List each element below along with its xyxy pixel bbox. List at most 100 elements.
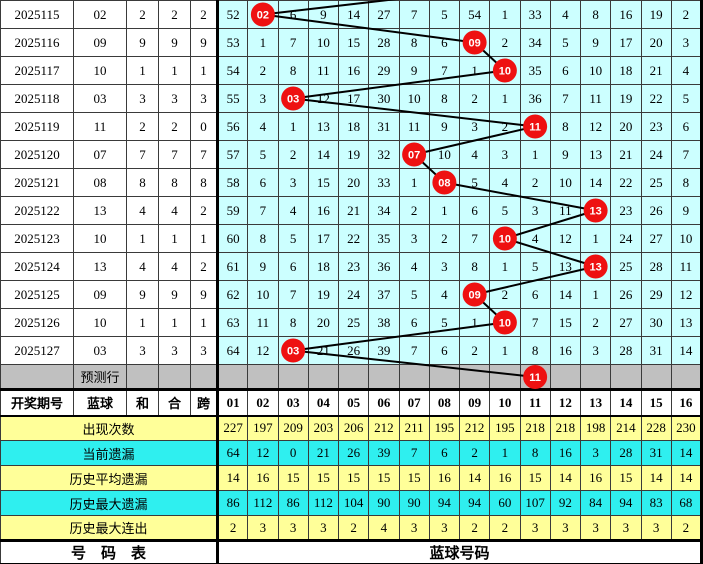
miss-count-cell: 28: [368, 28, 400, 57]
stat-value: 3: [640, 515, 672, 541]
stat-value: 14: [549, 465, 582, 491]
stat-value: 14: [640, 465, 672, 491]
miss-count-cell: 19: [610, 84, 642, 113]
miss-count-cell: 3: [579, 336, 612, 365]
period-number: 2025116: [0, 28, 74, 57]
miss-count-cell: 2: [458, 84, 491, 113]
miss-count-cell: 25: [610, 252, 642, 281]
miss-count-cell: 13: [307, 112, 340, 141]
stat-value: 212: [368, 415, 400, 441]
miss-count-cell: 2: [247, 56, 279, 85]
pred-grid-cell: [398, 364, 430, 390]
miss-count-cell: 7: [277, 280, 309, 309]
blue-ball-value: 13: [73, 196, 127, 225]
miss-count-cell: [579, 252, 612, 281]
stat-row: 当前遗漏 64 12 0 21 26 39 7 6 2 1 8 16 3 28 31 14: [0, 440, 703, 466]
miss-count-cell: 10: [670, 224, 703, 253]
miss-count-cell: 12: [579, 112, 612, 141]
miss-count-cell: 6: [277, 0, 309, 29]
hewei-value: 3: [158, 336, 191, 365]
miss-count-cell: 28: [640, 252, 672, 281]
kua-value: 1: [190, 56, 219, 85]
miss-count-cell: 21: [307, 336, 340, 365]
miss-count-cell: 26: [610, 280, 642, 309]
hewei-value: 3: [158, 84, 191, 113]
miss-count-cell: 12: [670, 280, 703, 309]
kua-value: 3: [190, 84, 219, 113]
sum-value: 4: [126, 252, 159, 281]
miss-count-cell: 6: [519, 280, 551, 309]
miss-count-cell: 10: [247, 280, 279, 309]
miss-count-cell: 1: [489, 336, 521, 365]
miss-count-cell: 35: [519, 56, 551, 85]
miss-count-cell: 33: [519, 0, 551, 29]
kua-value: 3: [190, 336, 219, 365]
period-row: 2025119 11 2 2 0 56 4 1 13 18 31 11 9 3 2 8 12 20 23 6: [0, 112, 703, 141]
blue-ball-value: 10: [73, 224, 127, 253]
stat-value: 7: [398, 440, 430, 466]
period-row: 2025117 10 1 1 1 54 2 8 11 16 29 9 7 1 35 6 10 18 21 4: [0, 56, 703, 85]
miss-count-cell: 25: [640, 168, 672, 197]
header-period: 开奖期号: [0, 388, 74, 417]
miss-count-cell: 2: [428, 224, 461, 253]
stat-value: 3: [398, 515, 430, 541]
miss-count-cell: [458, 28, 491, 57]
hewei-value: 1: [158, 308, 191, 337]
column-header: 03: [277, 388, 309, 417]
period-row: 2025125 09 9 9 9 62 10 7 19 24 37 5 4 2 6 14 1 26 29 12: [0, 280, 703, 309]
stat-value: 60: [489, 490, 521, 516]
miss-count-cell: 37: [368, 280, 400, 309]
miss-count-cell: [398, 140, 430, 169]
miss-count-cell: 61: [216, 252, 249, 281]
miss-count-cell: 58: [216, 168, 249, 197]
stat-value: 0: [277, 440, 309, 466]
miss-count-cell: 9: [579, 28, 612, 57]
miss-count-cell: 5: [398, 280, 430, 309]
miss-count-cell: 4: [489, 168, 521, 197]
stat-value: 16: [549, 440, 582, 466]
sum-value: 2: [126, 112, 159, 141]
miss-count-cell: 13: [670, 308, 703, 337]
header-hewei: 合: [158, 388, 191, 417]
miss-count-cell: 2: [579, 308, 612, 337]
miss-count-cell: 26: [640, 196, 672, 225]
miss-count-cell: 1: [458, 56, 491, 85]
kua-value: 1: [190, 224, 219, 253]
stat-value: 212: [458, 415, 491, 441]
miss-count-cell: 5: [670, 84, 703, 113]
miss-count-cell: 3: [277, 168, 309, 197]
stat-value: 3: [579, 440, 612, 466]
stat-label: 历史平均遗漏: [0, 465, 219, 491]
miss-count-cell: 35: [368, 224, 400, 253]
stat-value: 8: [519, 440, 551, 466]
stat-value: 3: [579, 515, 612, 541]
miss-count-cell: [489, 224, 521, 253]
header-kua: 跨: [190, 388, 219, 417]
stat-value: 195: [489, 415, 521, 441]
kua-value: 8: [190, 168, 219, 197]
sum-value: 8: [126, 168, 159, 197]
miss-count-cell: 17: [610, 28, 642, 57]
stat-value: 3: [549, 515, 582, 541]
miss-count-cell: [277, 336, 309, 365]
miss-count-cell: 57: [216, 140, 249, 169]
miss-count-cell: 2: [489, 280, 521, 309]
miss-count-cell: 2: [489, 28, 521, 57]
kua-value: 9: [190, 280, 219, 309]
miss-count-cell: 3: [519, 196, 551, 225]
miss-count-cell: 19: [640, 0, 672, 29]
stat-row: 出现次数 227 197 209 203 206 212 211 195 212 195 218 218…: [0, 415, 703, 441]
stat-value: 16: [489, 465, 521, 491]
kua-value: 2: [190, 252, 219, 281]
hewei-value: 9: [158, 280, 191, 309]
miss-count-cell: 30: [368, 84, 400, 113]
pred-empty-period: [0, 364, 74, 390]
miss-count-cell: 5: [489, 196, 521, 225]
miss-count-cell: 34: [368, 196, 400, 225]
miss-count-cell: 6: [670, 112, 703, 141]
blue-ball-value: 09: [73, 280, 127, 309]
miss-count-cell: 7: [670, 140, 703, 169]
miss-count-cell: 2: [519, 168, 551, 197]
stat-value: 195: [428, 415, 461, 441]
miss-count-cell: 22: [640, 84, 672, 113]
